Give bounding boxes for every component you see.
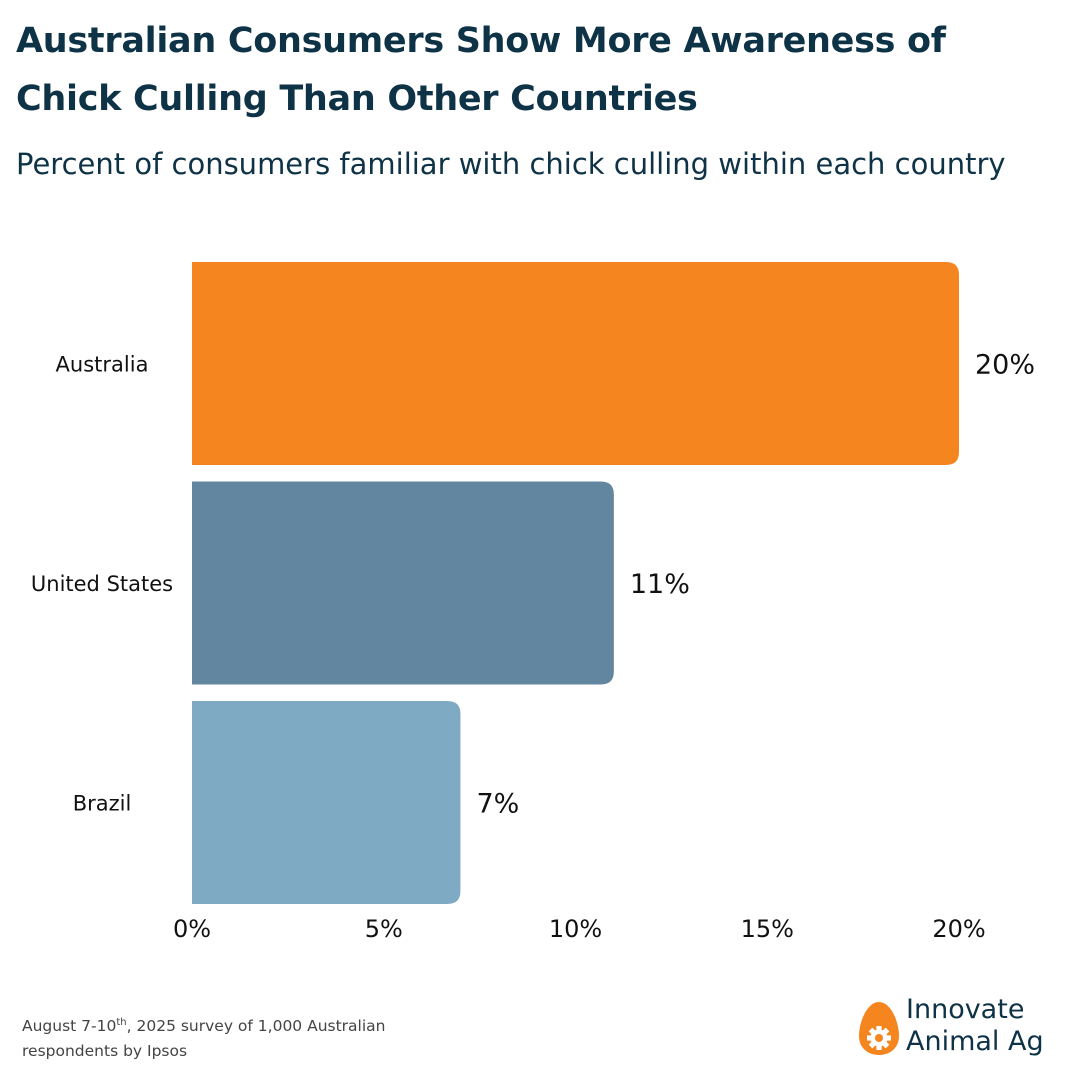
bar-chart: Australia 20% United States 11% Brazil 7% 0% 5%…: [31, 262, 1035, 943]
footnote-date-suffix: th: [116, 1016, 127, 1028]
egg-gear-icon: [859, 1002, 899, 1055]
logo-line-1: Innovate: [906, 994, 1025, 1025]
value-label: 20%: [975, 350, 1035, 381]
x-tick-label: 5%: [365, 915, 403, 943]
survey-footnote: August 7-10th, 2025 survey of 1,000 Aust…: [22, 1014, 462, 1064]
category-label: Brazil: [73, 792, 132, 816]
category-label: United States: [31, 572, 173, 596]
innovate-animal-ag-logo: Innovate Animal Ag: [858, 994, 1068, 1062]
x-tick-label: 20%: [932, 915, 985, 943]
x-tick-label: 15%: [741, 915, 794, 943]
bar-brazil: [192, 701, 461, 904]
value-label: 7%: [476, 789, 519, 820]
logo-line-2: Animal Ag: [906, 1026, 1044, 1057]
chart-title: Australian Consumers Show More Awareness…: [16, 21, 946, 119]
x-tick-label: 10%: [549, 915, 602, 943]
x-tick-label: 0%: [173, 915, 211, 943]
footnote-text: , 2025 survey of 1,000 Australian respon…: [22, 1017, 386, 1060]
value-label: 11%: [630, 569, 690, 600]
footnote-date: August 7-10: [22, 1017, 117, 1035]
logo-text: Innovate Animal Ag: [906, 994, 1044, 1058]
bar-united-states: [192, 481, 614, 685]
bar-australia: [192, 262, 959, 465]
category-label: Australia: [56, 353, 149, 377]
chart-subtitle: Percent of consumers familiar with chick…: [16, 147, 1006, 181]
